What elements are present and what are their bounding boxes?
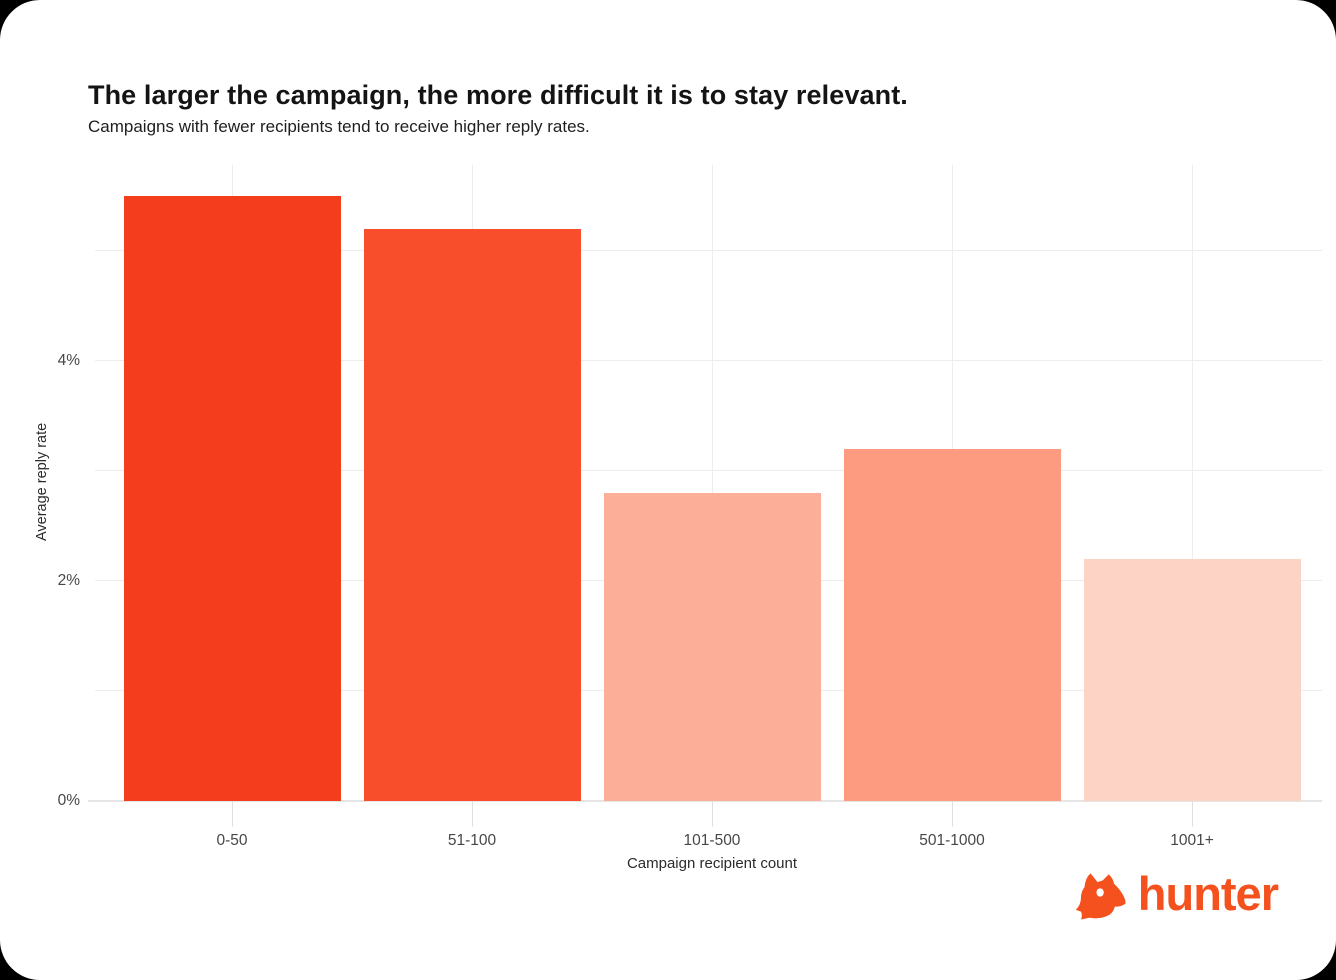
x-tick-label: 51-100 — [447, 832, 497, 849]
x-tick — [471, 801, 473, 827]
x-tick — [231, 801, 233, 827]
hunter-logo: hunter — [1074, 866, 1279, 926]
chart-title: The larger the campaign, the more diffic… — [88, 80, 908, 110]
x-gridline — [1191, 165, 1193, 801]
x-tick-label: 101-500 — [683, 832, 741, 849]
bar-501-1000 — [843, 449, 1061, 801]
x-axis-line — [88, 800, 1322, 802]
x-tick — [711, 801, 713, 827]
y-tick-label: 4% — [57, 352, 80, 369]
y-tick-label: 2% — [57, 572, 80, 589]
y-gridline — [95, 360, 1322, 361]
bar-0-50 — [123, 196, 341, 801]
x-tick — [1191, 801, 1193, 827]
x-tick-label: 1001+ — [1170, 832, 1214, 849]
bar-51-100 — [363, 229, 581, 801]
x-axis-title: Campaign recipient count — [626, 855, 798, 872]
plot-area: 0% 2% 4% 0-50 51-100 101-500 501-1000 1001+ — [58, 163, 1322, 849]
y-gridline — [95, 470, 1322, 471]
hunter-logo-text: hunter — [1137, 866, 1279, 920]
fox-head-icon — [1075, 873, 1126, 920]
y-tick-label: 0% — [57, 792, 80, 809]
x-gridline — [711, 165, 713, 801]
bar-1001+ — [1083, 559, 1301, 801]
y-gridline — [95, 250, 1322, 251]
x-tick — [951, 801, 953, 827]
chart-subtitle: Campaigns with fewer recipients tend to … — [88, 117, 590, 136]
y-axis-title: Average reply rate — [34, 422, 50, 542]
bar-101-500 — [603, 493, 821, 801]
x-tick-label: 501-1000 — [919, 832, 985, 849]
x-tick-label: 0-50 — [216, 832, 248, 849]
